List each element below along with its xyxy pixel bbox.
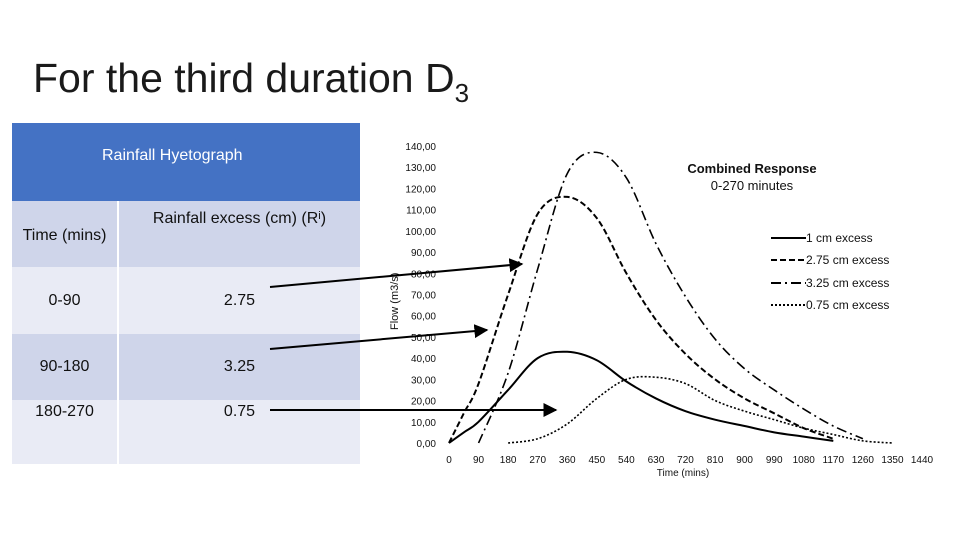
slide-title-text: For the third duration D <box>33 55 455 101</box>
column-header-excess-subscript: i <box>318 210 321 222</box>
connector-arrows <box>269 258 558 417</box>
y-tick-label: 90,00 <box>411 248 436 259</box>
x-tick-label: 90 <box>473 455 485 466</box>
table-cell-time: 180-270 <box>12 400 119 464</box>
column-header-excess-label: Rainfall excess (cm) (R <box>152 210 319 227</box>
x-tick-label: 1440 <box>911 455 934 466</box>
column-header-excess-close: ) <box>320 210 327 227</box>
x-axis-ticks: 0 90 180 270 360 450 540 630 720 810 900 990 1080 117… <box>446 455 933 466</box>
table-cell-time: 0-90 <box>12 267 119 334</box>
x-tick-label: 450 <box>588 455 605 466</box>
y-axis-label: Flow (m3/s) <box>389 273 401 330</box>
x-tick-label: 990 <box>766 455 783 466</box>
legend-label: 3.25 cm excess <box>806 276 889 290</box>
legend-label: 2.75 cm excess <box>806 253 889 267</box>
y-tick-label: 50,00 <box>411 333 436 344</box>
x-tick-label: 1080 <box>793 455 816 466</box>
table-row: 90-180 3.25 <box>12 334 360 400</box>
x-tick-label: 270 <box>529 455 546 466</box>
y-tick-label: 10,00 <box>411 418 436 429</box>
x-tick-label: 1350 <box>881 455 904 466</box>
y-tick-label: 0,00 <box>417 439 437 450</box>
chart-legend: 1 cm excess 2.75 cm excess 3.25 cm excess 0… <box>771 231 889 312</box>
series-line <box>448 350 834 444</box>
column-header-time: Time (mins) <box>12 201 119 267</box>
series-line <box>477 151 864 444</box>
slide-title-subscript: 3 <box>454 78 470 108</box>
x-tick-label: 810 <box>707 455 724 466</box>
series-line <box>508 375 893 444</box>
y-tick-label: 70,00 <box>411 291 436 302</box>
x-tick-label: 1170 <box>823 455 845 466</box>
y-tick-label: 140,00 <box>405 142 436 153</box>
y-tick-label: 80,00 <box>411 269 436 280</box>
chart-subtitle: 0-270 minutes <box>711 178 794 193</box>
x-tick-label: 360 <box>559 455 576 466</box>
table-header-text: Rainfall Hyetograph <box>102 147 243 164</box>
table-row: 0-90 2.75 <box>12 267 360 334</box>
slide-title: For the third duration D3 <box>33 55 469 109</box>
arrow-row-2 <box>269 324 489 350</box>
y-tick-label: 20,00 <box>411 397 436 408</box>
table-cell-excess: 3.25 <box>223 358 256 375</box>
table-cell-time: 90-180 <box>12 334 119 400</box>
x-tick-label: 630 <box>648 455 665 466</box>
y-tick-label: 30,00 <box>411 375 436 386</box>
y-tick-label: 60,00 <box>411 312 436 323</box>
x-tick-label: 180 <box>500 455 517 466</box>
arrow-row-1 <box>269 258 524 288</box>
x-tick-label: 0 <box>446 455 452 466</box>
y-axis-ticks: 0,00 10,00 20,00 30,00 40,00 50,00 60,00 70,00 8… <box>405 142 436 450</box>
y-tick-label: 100,00 <box>405 227 436 238</box>
x-tick-label: 540 <box>618 455 635 466</box>
column-header-excess: Rainfall excess (cm) (R i) <box>119 201 360 267</box>
table-column-row: Time (mins) Rainfall excess (cm) (R i) <box>12 201 360 267</box>
x-axis-label: Time (mins) <box>657 468 709 479</box>
table-header: Rainfall Hyetograph <box>12 123 360 201</box>
y-tick-label: 120,00 <box>405 184 436 195</box>
y-tick-label: 40,00 <box>411 354 436 365</box>
chart-series <box>448 151 893 444</box>
x-tick-label: 720 <box>677 455 694 466</box>
x-tick-label: 900 <box>736 455 753 466</box>
table-cell-excess: 2.75 <box>223 291 256 309</box>
chart-title: Combined Response <box>687 161 816 176</box>
hyetograph-table: Rainfall Hyetograph Time (mins) Rainfall… <box>12 123 360 464</box>
series-line <box>448 195 834 444</box>
legend-label: 0.75 cm excess <box>806 298 889 312</box>
y-tick-label: 130,00 <box>405 163 436 174</box>
x-tick-label: 1260 <box>852 455 875 466</box>
table-cell-excess: 0.75 <box>223 403 256 420</box>
y-tick-label: 110,00 <box>406 206 436 217</box>
legend-label: 1 cm excess <box>806 231 873 245</box>
